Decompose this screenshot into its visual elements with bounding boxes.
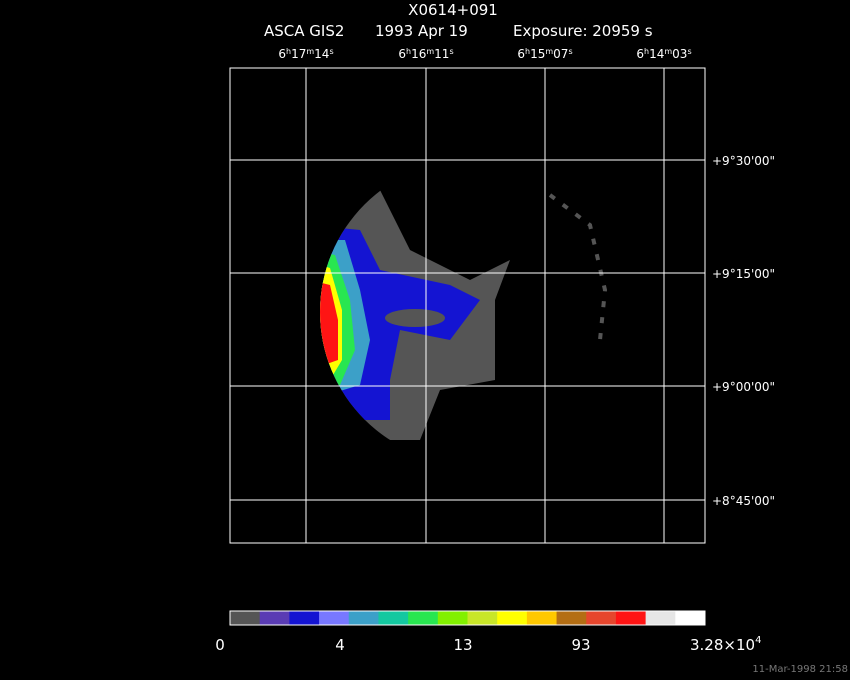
coordinate-grid — [229, 67, 706, 544]
colorbar-swatch — [675, 611, 706, 625]
colorbar-swatch — [408, 611, 439, 625]
colorbar-label: 93 — [571, 636, 590, 654]
number: 6 — [517, 47, 525, 61]
dec-label: +9°30'00" — [712, 154, 775, 168]
number: 07 — [553, 47, 568, 61]
edge-noise — [548, 193, 608, 341]
mantissa: 3.28×10 — [690, 636, 755, 654]
unit: s — [449, 47, 453, 56]
red-region — [320, 280, 338, 370]
number: 6 — [636, 47, 644, 61]
colorbar-swatch — [230, 611, 261, 625]
unit: m — [306, 47, 314, 56]
frame — [229, 67, 706, 544]
date: 1993 Apr 19 — [375, 22, 468, 40]
number: 17 — [291, 47, 306, 61]
ra-label: 6h16m11s — [398, 47, 453, 61]
unit: s — [687, 47, 691, 56]
colorbar-swatch — [259, 611, 290, 625]
unit: h — [286, 47, 291, 56]
subtitle: ASCA GIS2 1993 Apr 19 Exposure: 20959 s — [264, 22, 653, 40]
colorbar-label: 4 — [335, 636, 345, 654]
instrument: ASCA GIS2 — [264, 22, 344, 40]
dec-labels: +9°30'00" +9°15'00" +9°00'00" +8°45'00" — [712, 154, 775, 508]
colorbar-swatch — [586, 611, 617, 625]
unit: m — [545, 47, 553, 56]
dec-label: +8°45'00" — [712, 494, 775, 508]
exponent: 4 — [755, 635, 761, 646]
colorbar-swatch — [348, 611, 379, 625]
colorbar-swatch — [615, 611, 647, 625]
title: X0614+091 — [408, 1, 498, 19]
unit: h — [644, 47, 649, 56]
unit: m — [426, 47, 434, 56]
unit: s — [568, 47, 572, 56]
number: 14 — [649, 47, 664, 61]
unit: s — [329, 47, 333, 56]
colorbar-swatch — [467, 611, 498, 625]
number: 15 — [530, 47, 545, 61]
exposure: Exposure: 20959 s — [513, 22, 653, 40]
number: 03 — [672, 47, 687, 61]
number: 14 — [314, 47, 329, 61]
timestamp: 11-Mar-1998 21:58 — [752, 664, 848, 675]
unit: h — [406, 47, 411, 56]
colorbar-swatch — [556, 611, 587, 625]
colorbar-swatch — [437, 611, 468, 625]
number: 6 — [398, 47, 406, 61]
xray-image — [320, 190, 510, 440]
colorbar-swatch — [289, 611, 320, 625]
colorbar-label: 0 — [215, 636, 225, 654]
gray-hole — [385, 309, 445, 327]
ra-label: 6h14m03s — [636, 47, 691, 61]
unit: m — [664, 47, 672, 56]
ra-label: 6h17m14s — [278, 47, 333, 61]
ra-label: 6h15m07s — [517, 47, 572, 61]
colorbar-swatch — [378, 611, 409, 625]
colorbar-swatch — [645, 611, 676, 625]
number: 6 — [278, 47, 286, 61]
colorbar-swatch — [497, 611, 528, 625]
colorbar-label: 13 — [453, 636, 472, 654]
number: 11 — [434, 47, 449, 61]
dec-label: +9°00'00" — [712, 380, 775, 394]
ra-labels: 6h17m14s 6h16m11s 6h15m07s 6h14m03s — [278, 47, 691, 61]
colorbar-max-label: 3.28×104 — [690, 635, 761, 654]
unit: h — [525, 47, 530, 56]
colorbar-swatch — [526, 611, 558, 625]
colorbar-swatch — [319, 611, 350, 625]
number: 16 — [411, 47, 426, 61]
dec-label: +9°15'00" — [712, 267, 775, 281]
colorbar: 0 4 13 93 3.28×104 — [215, 610, 761, 654]
colorbar-frame — [229, 610, 706, 626]
